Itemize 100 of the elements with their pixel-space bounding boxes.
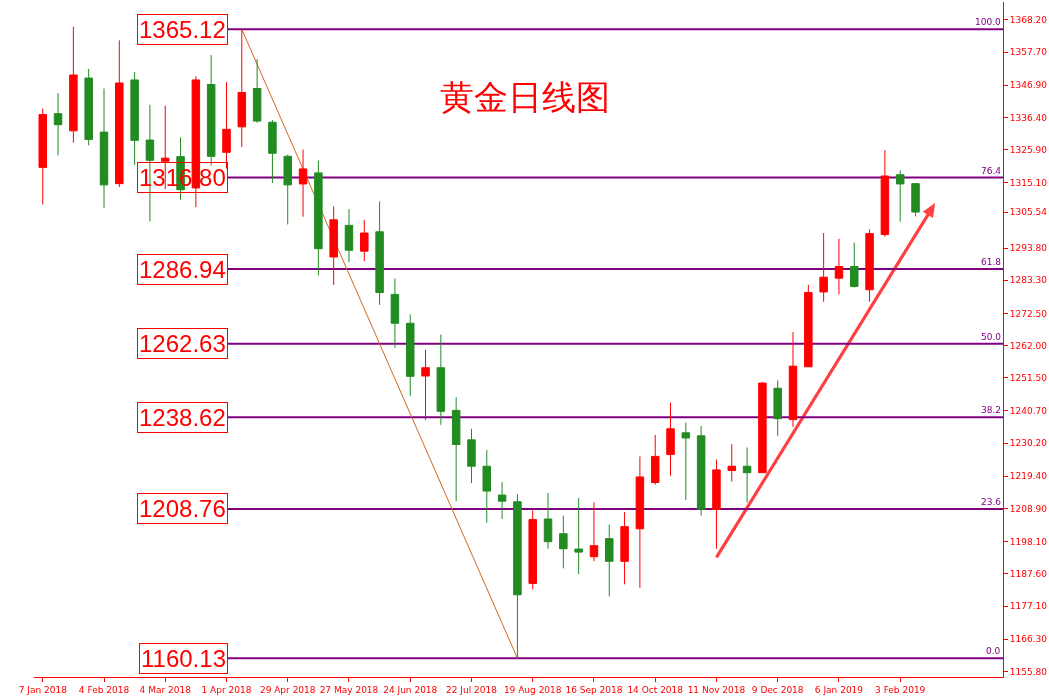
x-tick-label: 29 Apr 2018 [259,684,316,695]
x-tick-label: 11 Nov 2018 [687,684,746,695]
candlestick [513,493,522,659]
candlestick [834,238,844,295]
y-tick-label: 1198.10 [1009,536,1048,547]
candlestick [865,228,874,303]
ref-line-label: 1238.62 [139,404,226,431]
candlestick [758,381,767,474]
annotation: 50.0 [981,332,1002,342]
candlestick [53,92,63,156]
candlestick [727,443,737,483]
candlestick [559,515,568,569]
candlestick [84,68,93,146]
y-tick-label: 1240.70 [1009,406,1048,417]
y-tick-label: 1315.10 [1009,177,1048,188]
candlestick [773,379,782,437]
y-tick-label: 1305.54 [1009,207,1048,218]
x-tick-label: 3 Feb 2019 [875,684,926,695]
candlestick [742,447,752,503]
x-tick-label: 4 Feb 2018 [78,684,130,695]
candlestick [252,58,262,124]
y-tick-label: 1325.90 [1009,144,1048,155]
candlestick [650,434,660,486]
x-tick-label: 24 Jun 2018 [383,684,438,695]
x-tick-label: 1 Apr 2018 [201,684,252,695]
candlestick [206,54,216,167]
candlestick [712,458,721,550]
candlestick [543,492,553,550]
y-tick-label: 1336.40 [1009,112,1048,123]
annotation: 38.2 [981,405,1002,415]
ref-line-label: 1208.76 [139,495,226,522]
candlestick [589,501,599,562]
candlestick [574,497,583,575]
candlestick [681,422,691,501]
x-tick-label: 9 Dec 2018 [751,684,804,695]
ref-line-label: 1160.13 [141,645,226,672]
candlestick [880,149,890,238]
candlestick [69,26,78,144]
candlestick [283,153,292,225]
y-tick-label: 1346.90 [1009,80,1048,91]
candlestick [375,200,384,306]
x-tick-label: 14 Oct 2018 [627,684,684,695]
y-tick-label: 1208.90 [1009,503,1048,514]
y-tick-label: 1166.30 [1009,634,1048,645]
candlestick [819,232,828,303]
candlestick [314,160,323,276]
candlestick [482,449,492,524]
candlestick [911,183,920,217]
ref-line-label: 1365.12 [139,16,226,43]
candlestick [237,28,247,148]
y-tick-label: 1293.80 [1009,243,1048,254]
candlestick [99,88,109,209]
candlestick [436,334,446,426]
text: 黄金日线图 [439,77,610,118]
candlestick [635,455,645,589]
x-tick-label: 27 May 2018 [319,684,379,695]
candlestick [421,349,430,421]
candlestick [451,396,461,502]
candlestick [696,425,706,517]
candlestick [666,402,675,477]
candlestick [405,313,415,397]
candlestick [497,481,507,520]
y-tick-label: 1368.20 [1009,14,1048,25]
x-tick-label: 22 Jul 2018 [446,684,498,695]
candlestick [850,242,859,289]
x-tick-label: 7 Jan 2018 [18,684,68,695]
candlestick [804,284,813,368]
x-tick-label: 4 Mar 2018 [139,684,192,695]
x-tick-label: 6 Jan 2019 [814,684,864,695]
candlestick [115,39,124,188]
annotation: 76.4 [981,166,1002,176]
candlestick [895,169,905,223]
x-tick-label: 16 Sep 2018 [565,684,623,695]
candlestick [360,219,369,262]
y-tick-label: 1283.30 [1009,275,1048,286]
y-tick-label: 1272.50 [1009,308,1048,319]
candlestick [788,331,798,428]
y-tick-label: 1262.00 [1009,340,1048,351]
annotation: 100.0 [975,17,1002,27]
y-tick-label: 1187.60 [1009,569,1048,580]
ref-line-label: 1286.94 [139,256,226,283]
y-tick-label: 1230.20 [1009,438,1048,449]
candlestick [467,428,476,484]
x-tick-label: 19 Aug 2018 [503,684,562,695]
y-tick-label: 1251.50 [1009,373,1048,383]
candlestick [130,71,139,166]
candlestick [329,205,338,286]
candlestick [528,509,537,590]
ref-line-label: 1262.63 [139,330,226,357]
annotation: 61.8 [981,257,1002,267]
candlestick [38,107,47,205]
candlestick [298,149,308,218]
annotation: 23.6 [981,497,1002,507]
candlestick [605,524,614,597]
annotation: 0.0 [986,646,1001,656]
candlestick [268,119,277,184]
y-tick-label: 1177.10 [1009,601,1048,612]
candlestick [390,277,400,349]
candlestick [620,511,629,585]
candlestick [344,208,354,263]
